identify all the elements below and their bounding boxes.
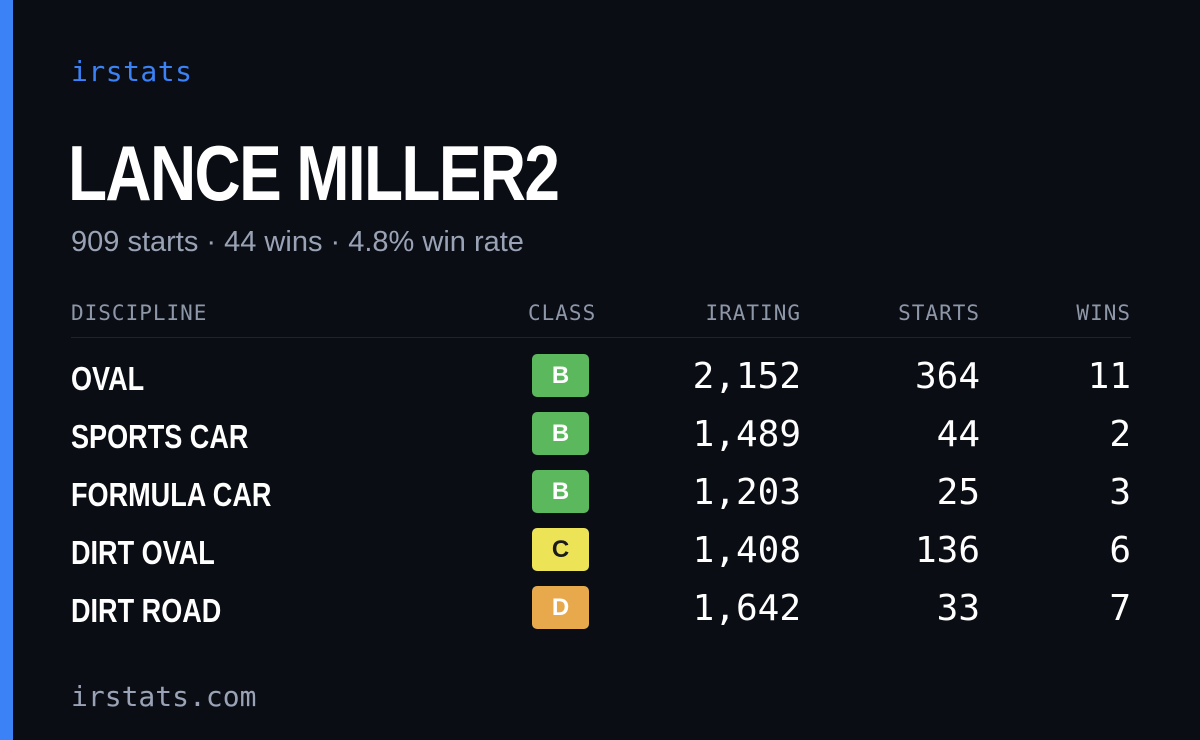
discipline-table: DISCIPLINE CLASS IRATING STARTS WINS OVA… [71,295,1131,629]
driver-name: LANCE MILLER2 [68,129,560,217]
driver-summary: 909 starts · 44 wins · 4.8% win rate [71,226,524,258]
row-irating: 1,203 [692,472,801,513]
footer-url: irstats.com [71,680,257,713]
header-irating: IRATING [705,301,801,325]
row-discipline: FORMULA CAR [71,476,272,513]
class-badge: B [532,412,589,455]
table-row: DIRT OVAL C 1,408 136 6 [71,528,1131,586]
class-badge: B [532,470,589,513]
row-discipline: OVAL [71,360,145,397]
row-discipline: SPORTS CAR [71,418,249,455]
row-starts: 136 [914,530,980,571]
row-wins: 7 [1109,588,1131,629]
row-starts: 33 [936,588,980,629]
header-discipline: DISCIPLINE [71,301,208,325]
row-starts: 44 [936,414,980,455]
row-discipline: DIRT OVAL [71,534,215,571]
row-wins: 11 [1087,356,1131,397]
class-badge: C [532,528,589,571]
row-starts: 25 [936,472,980,513]
row-wins: 3 [1109,472,1131,513]
brand-logo: irstats [71,55,193,88]
row-starts: 364 [914,356,980,397]
table-header: DISCIPLINE CLASS IRATING STARTS WINS [71,295,1131,338]
row-irating: 1,408 [692,530,801,571]
header-wins: WINS [1076,301,1131,325]
row-wins: 2 [1109,414,1131,455]
row-irating: 2,152 [692,356,801,397]
accent-bar [0,0,13,740]
class-badge: D [532,586,589,629]
row-irating: 1,489 [692,414,801,455]
table-row: SPORTS CAR B 1,489 44 2 [71,412,1131,470]
class-badge: B [532,354,589,397]
header-class: CLASS [528,301,597,325]
header-starts: STARTS [898,301,980,325]
row-wins: 6 [1109,530,1131,571]
table-row: OVAL B 2,152 364 11 [71,354,1131,412]
table-row: FORMULA CAR B 1,203 25 3 [71,470,1131,528]
table-row: DIRT ROAD D 1,642 33 7 [71,586,1131,644]
row-discipline: DIRT ROAD [71,592,222,629]
row-irating: 1,642 [692,588,801,629]
